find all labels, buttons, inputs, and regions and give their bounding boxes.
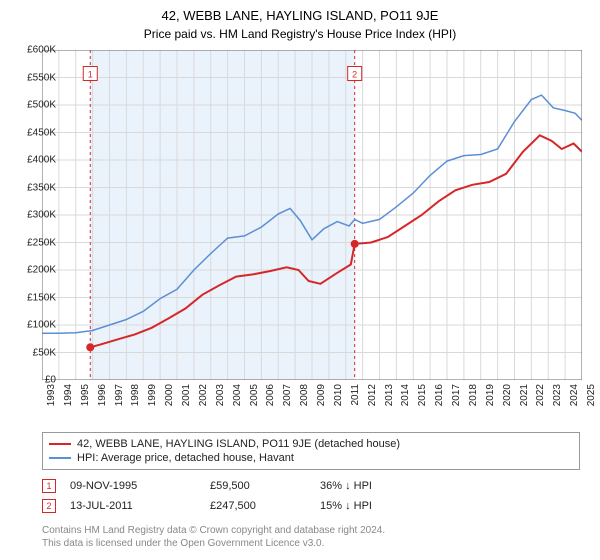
svg-text:2: 2 xyxy=(352,70,357,80)
x-tick-label: 2019 xyxy=(485,384,496,414)
x-tick-label: 2016 xyxy=(434,384,445,414)
y-tick-label: £100K xyxy=(27,320,56,331)
x-tick-label: 2023 xyxy=(552,384,563,414)
legend-swatch xyxy=(49,443,71,445)
y-tick-label: £150K xyxy=(27,292,56,303)
y-tick-label: £600K xyxy=(27,45,56,56)
x-tick-label: 2006 xyxy=(265,384,276,414)
event-marker: 1 xyxy=(42,479,56,493)
y-tick-label: £500K xyxy=(27,100,56,111)
x-tick-label: 2017 xyxy=(451,384,462,414)
x-tick-label: 2001 xyxy=(181,384,192,414)
x-tick-label: 2009 xyxy=(316,384,327,414)
y-tick-label: £50K xyxy=(33,347,56,358)
chart-title: 42, WEBB LANE, HAYLING ISLAND, PO11 9JE xyxy=(0,0,600,23)
y-tick-label: £400K xyxy=(27,155,56,166)
event-date: 09-NOV-1995 xyxy=(70,480,210,492)
chart-subtitle: Price paid vs. HM Land Registry's House … xyxy=(0,23,600,41)
attribution-line2: This data is licensed under the Open Gov… xyxy=(42,537,580,550)
y-tick-label: £200K xyxy=(27,265,56,276)
attribution-line1: Contains HM Land Registry data © Crown c… xyxy=(42,524,580,537)
event-diff: 15% ↓ HPI xyxy=(320,500,440,512)
x-tick-label: 2002 xyxy=(198,384,209,414)
event-diff: 36% ↓ HPI xyxy=(320,480,440,492)
event-row: 1 09-NOV-1995£59,50036% ↓ HPI xyxy=(42,476,580,496)
legend-swatch xyxy=(49,457,71,459)
legend-row: 42, WEBB LANE, HAYLING ISLAND, PO11 9JE … xyxy=(49,437,573,451)
x-tick-label: 1995 xyxy=(80,384,91,414)
x-tick-label: 2018 xyxy=(468,384,479,414)
event-date: 13-JUL-2011 xyxy=(70,500,210,512)
svg-text:1: 1 xyxy=(88,70,93,80)
x-tick-label: 2000 xyxy=(164,384,175,414)
x-tick-label: 1996 xyxy=(97,384,108,414)
x-tick-label: 2020 xyxy=(502,384,513,414)
legend-row: HPI: Average price, detached house, Hava… xyxy=(49,451,573,465)
x-tick-label: 2004 xyxy=(232,384,243,414)
x-tick-label: 1998 xyxy=(130,384,141,414)
event-marker: 2 xyxy=(42,499,56,513)
y-tick-label: £550K xyxy=(27,72,56,83)
x-tick-label: 2015 xyxy=(417,384,428,414)
x-tick-label: 1994 xyxy=(63,384,74,414)
x-tick-label: 2007 xyxy=(282,384,293,414)
event-row: 2 13-JUL-2011£247,50015% ↓ HPI xyxy=(42,496,580,516)
y-tick-label: £350K xyxy=(27,182,56,193)
event-price: £247,500 xyxy=(210,500,320,512)
event-table: 1 09-NOV-1995£59,50036% ↓ HPI 2 13-JUL-2011… xyxy=(42,476,580,516)
event-price: £59,500 xyxy=(210,480,320,492)
x-tick-label: 1999 xyxy=(147,384,158,414)
x-tick-label: 2012 xyxy=(367,384,378,414)
y-tick-label: £450K xyxy=(27,127,56,138)
x-tick-label: 2021 xyxy=(519,384,530,414)
x-tick-label: 2024 xyxy=(569,384,580,414)
legend-label: 42, WEBB LANE, HAYLING ISLAND, PO11 9JE … xyxy=(77,438,400,450)
x-tick-label: 1993 xyxy=(46,384,57,414)
x-tick-label: 2011 xyxy=(350,384,361,414)
attribution: Contains HM Land Registry data © Crown c… xyxy=(42,524,580,550)
x-tick-label: 2010 xyxy=(333,384,344,414)
y-tick-label: £250K xyxy=(27,237,56,248)
x-tick-label: 2003 xyxy=(215,384,226,414)
x-tick-label: 2005 xyxy=(249,384,260,414)
x-tick-label: 1997 xyxy=(114,384,125,414)
x-tick-label: 2022 xyxy=(535,384,546,414)
x-tick-label: 2008 xyxy=(299,384,310,414)
chart-plot: 12 xyxy=(42,50,582,380)
y-tick-label: £300K xyxy=(27,210,56,221)
legend: 42, WEBB LANE, HAYLING ISLAND, PO11 9JE … xyxy=(42,432,580,470)
x-tick-label: 2014 xyxy=(400,384,411,414)
legend-label: HPI: Average price, detached house, Hava… xyxy=(77,452,294,464)
chart-container: { "title": "42, WEBB LANE, HAYLING ISLAN… xyxy=(0,0,600,560)
x-tick-label: 2013 xyxy=(384,384,395,414)
x-tick-label: 2025 xyxy=(586,384,597,414)
